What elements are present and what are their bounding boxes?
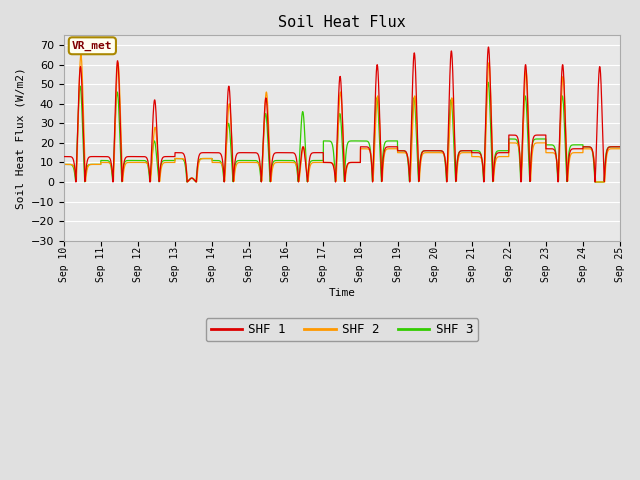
SHF 1 <box>60 154 68 159</box>
SHF 2 <box>60 161 68 167</box>
Line: SHF 2: SHF 2 <box>64 55 620 182</box>
SHF 1 <box>467 148 474 154</box>
SHF 1 <box>160 154 168 160</box>
SHF 3 <box>591 179 599 185</box>
Y-axis label: Soil Heat Flux (W/m2): Soil Heat Flux (W/m2) <box>15 67 25 209</box>
Text: VR_met: VR_met <box>72 41 113 51</box>
SHF 2 <box>436 150 444 156</box>
Line: SHF 3: SHF 3 <box>64 82 620 182</box>
SHF 3 <box>436 148 444 154</box>
SHF 3 <box>499 148 506 154</box>
SHF 3 <box>616 144 623 150</box>
SHF 1 <box>616 144 624 150</box>
SHF 2 <box>592 179 600 185</box>
SHF 2 <box>77 52 84 58</box>
SHF 3 <box>321 138 329 144</box>
SHF 1 <box>436 148 444 154</box>
SHF 1 <box>332 179 339 185</box>
SHF 2 <box>467 150 474 156</box>
SHF 2 <box>160 160 168 166</box>
SHF 2 <box>616 146 623 152</box>
SHF 2 <box>321 159 329 165</box>
SHF 2 <box>616 146 624 152</box>
SHF 1 <box>321 159 329 165</box>
Legend: SHF 1, SHF 2, SHF 3: SHF 1, SHF 2, SHF 3 <box>205 318 478 341</box>
SHF 3 <box>160 158 168 164</box>
SHF 3 <box>60 161 68 167</box>
SHF 2 <box>499 154 506 159</box>
SHF 1 <box>484 44 492 50</box>
SHF 1 <box>616 144 623 150</box>
SHF 1 <box>499 150 506 156</box>
SHF 3 <box>467 148 474 154</box>
Line: SHF 1: SHF 1 <box>64 47 620 182</box>
X-axis label: Time: Time <box>328 288 355 298</box>
SHF 3 <box>616 144 624 150</box>
Title: Soil Heat Flux: Soil Heat Flux <box>278 15 406 30</box>
SHF 3 <box>484 79 492 85</box>
